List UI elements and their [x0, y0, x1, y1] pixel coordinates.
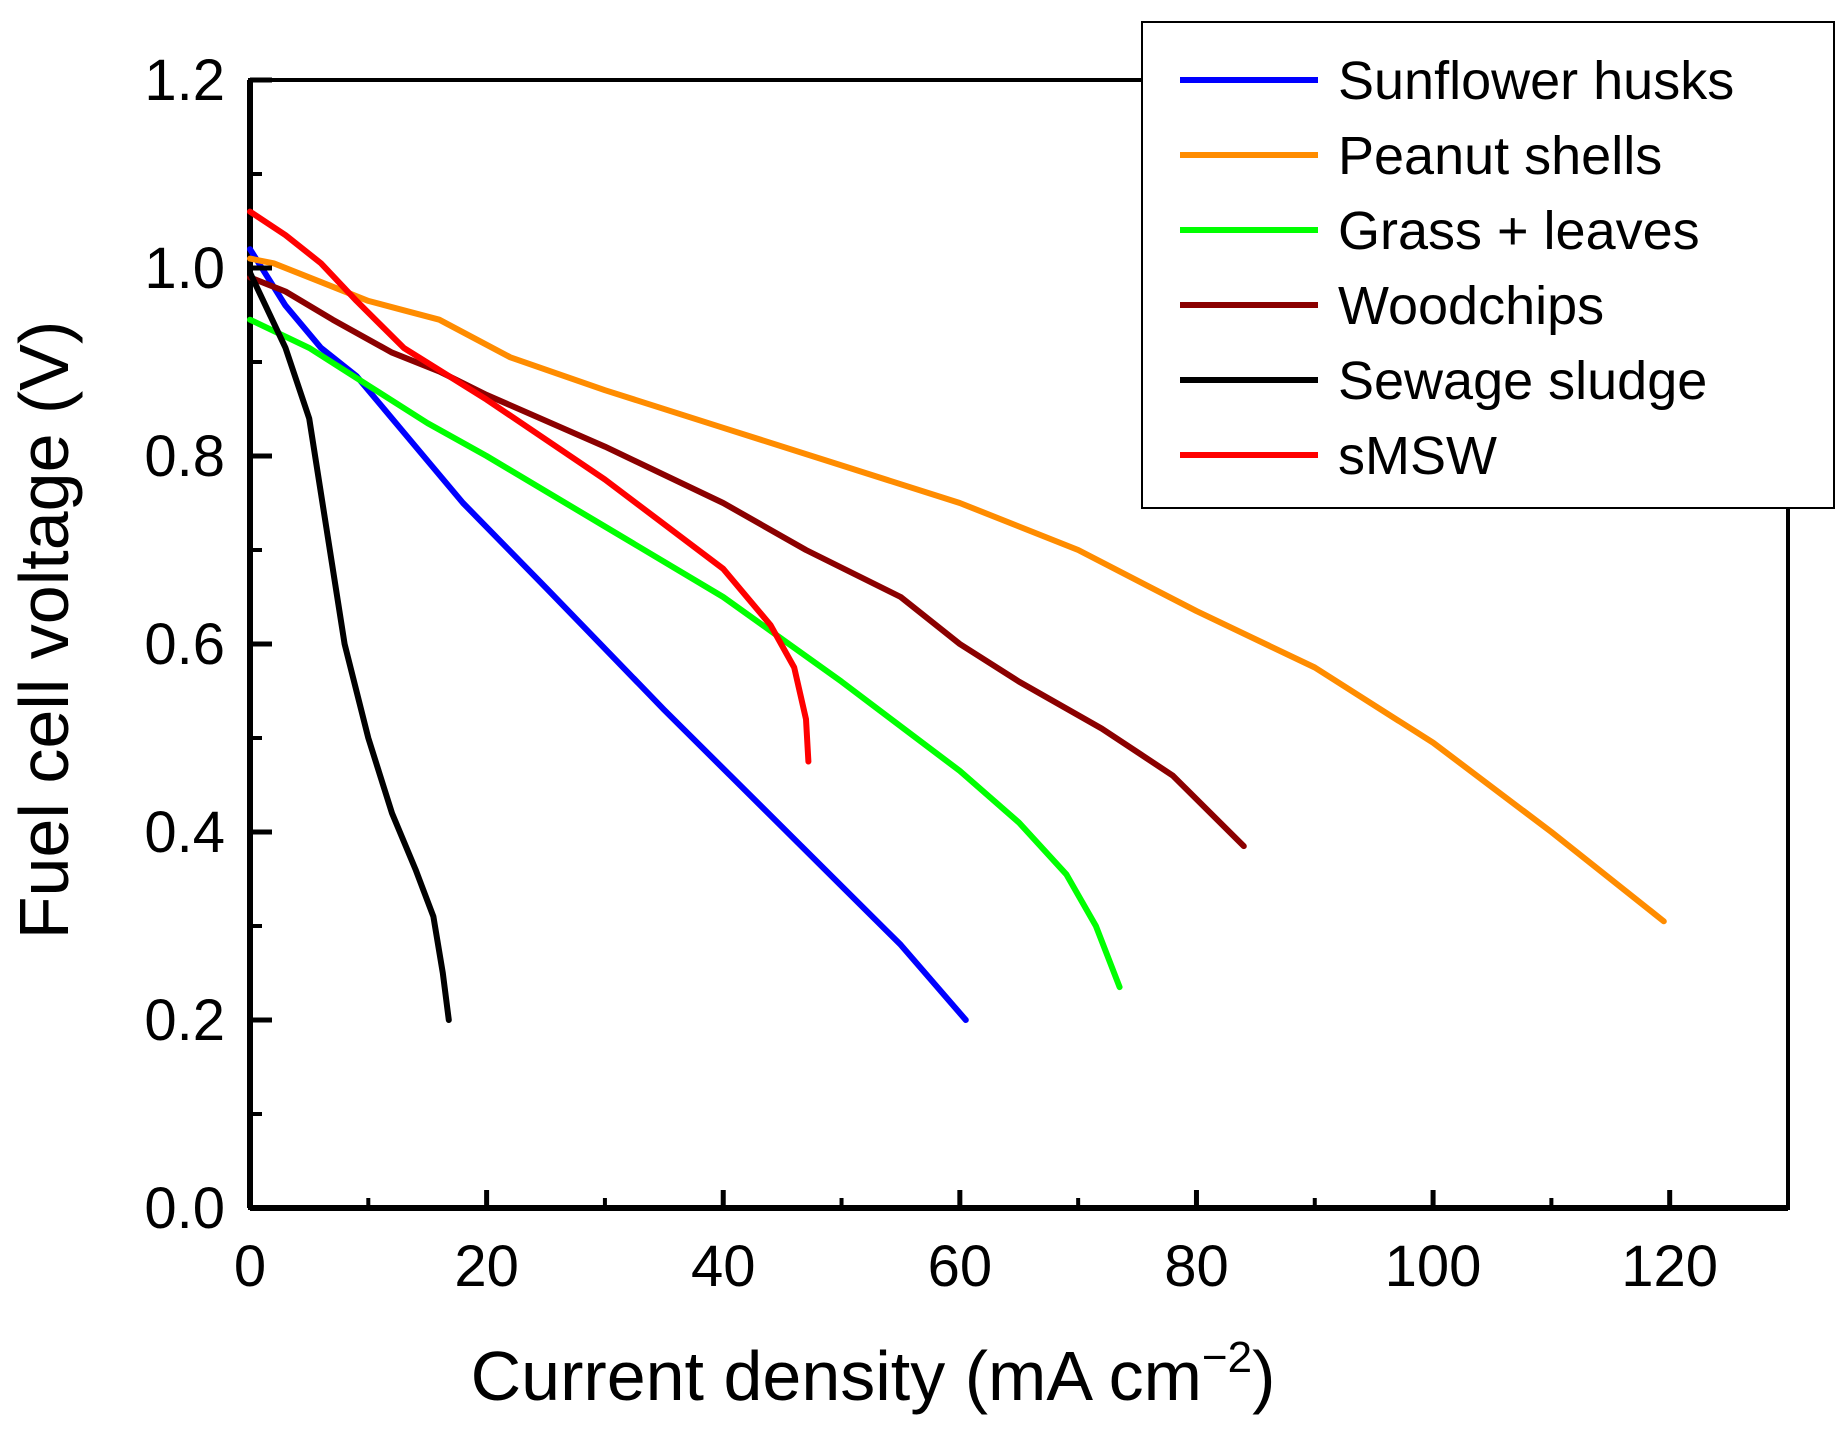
legend-label-sunflower-husks: Sunflower husks	[1338, 51, 1734, 111]
series-line-sunflower-husks	[247, 246, 969, 1023]
x-axis-title-close: )	[1252, 1337, 1275, 1415]
series-line-sewage-sludge	[247, 269, 452, 1023]
y-axis-title: Fuel cell voltage (V)	[5, 321, 83, 940]
x-tick-label: 60	[928, 1234, 993, 1299]
x-tick-label: 0	[234, 1234, 266, 1299]
series-line-woodchips	[247, 274, 1247, 850]
x-axis-title-superscript: −2	[1202, 1333, 1252, 1382]
series-line-smsw	[247, 208, 812, 765]
y-tick-label: 0.6	[144, 612, 225, 677]
y-tick-label: 0.0	[144, 1176, 225, 1241]
x-tick-label: 20	[454, 1234, 519, 1299]
y-axis-ticks: 0.0 0.2 0.4 0.6 0.8 1.0 1.2	[144, 48, 272, 1241]
legend-label-woodchips: Woodchips	[1338, 276, 1604, 336]
x-tick-label: 80	[1164, 1234, 1229, 1299]
y-tick-label: 0.4	[144, 800, 225, 865]
legend: Sunflower husks Peanut shells Grass + leav…	[1141, 21, 1835, 509]
legend-label-sewage-sludge: Sewage sludge	[1338, 351, 1707, 411]
y-tick-label: 1.0	[144, 236, 225, 301]
series-line-grass-leaves	[247, 316, 1123, 991]
legend-label-grass-leaves: Grass + leaves	[1338, 201, 1700, 261]
x-tick-label: 40	[691, 1234, 756, 1299]
y-tick-label: 0.8	[144, 424, 225, 489]
legend-label-smsw: sMSW	[1338, 426, 1497, 486]
legend-box	[1141, 21, 1835, 509]
x-axis-ticks: 0 20 40 60 80 100 120	[234, 1190, 1790, 1299]
y-tick-label: 0.2	[144, 988, 225, 1053]
x-axis-title: Current density (mA cm−2)	[471, 1333, 1276, 1415]
x-axis-title-text: Current density (mA cm	[471, 1337, 1202, 1415]
series-layer	[247, 208, 1667, 1023]
x-tick-label: 120	[1621, 1234, 1718, 1299]
x-tick-label: 100	[1385, 1234, 1482, 1299]
y-tick-label: 1.2	[144, 48, 225, 113]
legend-label-peanut-shells: Peanut shells	[1338, 126, 1662, 186]
